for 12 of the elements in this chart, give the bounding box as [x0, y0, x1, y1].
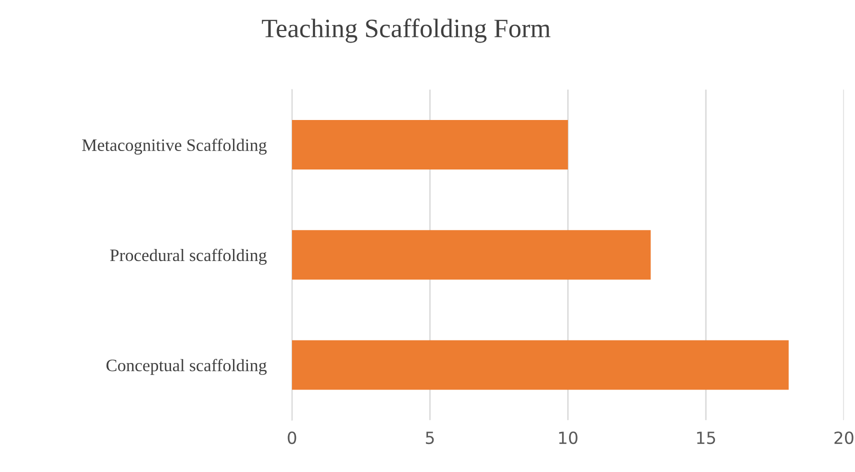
y-tick-label: Metacognitive Scaffolding	[82, 138, 267, 155]
bar	[292, 120, 568, 170]
y-tick-label: Procedural scaffolding	[110, 248, 267, 265]
x-tick-label: 20	[834, 431, 854, 444]
chart-title: Teaching Scaffolding Form	[262, 18, 550, 43]
x-tick-label: 15	[697, 432, 716, 444]
y-tick-label: Conceptual scaffolding	[106, 358, 267, 375]
x-tick-label: 10	[559, 431, 578, 444]
bar	[292, 340, 789, 390]
bar	[292, 230, 651, 280]
x-tick-label: 5	[426, 432, 434, 444]
x-tick-label: 0	[288, 431, 296, 444]
